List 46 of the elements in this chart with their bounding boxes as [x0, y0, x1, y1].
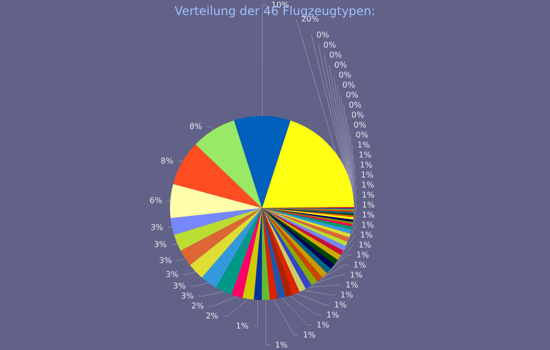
data-label: 8%	[160, 156, 174, 166]
data-label: 0%	[356, 130, 369, 140]
data-label: 0%	[329, 50, 342, 60]
data-label: 1%	[274, 340, 288, 350]
data-label: 0%	[338, 70, 352, 80]
data-label: 0%	[323, 40, 336, 50]
data-label: 1%	[360, 160, 373, 170]
data-label: 3%	[173, 282, 186, 291]
data-label: 1%	[360, 230, 374, 240]
data-label: 6%	[150, 196, 163, 206]
data-label: 1%	[326, 310, 340, 320]
data-label: 0%	[351, 110, 364, 120]
data-label: 1%	[362, 190, 375, 200]
data-label: 20%	[301, 14, 320, 24]
data-label: 3%	[154, 240, 168, 250]
data-label: 3%	[159, 256, 172, 265]
data-label: 0%	[346, 90, 359, 100]
data-label: 3%	[150, 222, 164, 232]
data-label: 2%	[206, 312, 219, 321]
data-label: 1%	[357, 140, 370, 150]
data-label: 1%	[302, 330, 316, 340]
data-label: 0%	[348, 100, 362, 110]
data-label: 3%	[180, 292, 194, 301]
data-label: 1%	[350, 270, 363, 280]
data-label: 1%	[356, 250, 370, 260]
data-label: 1%	[361, 220, 374, 230]
data-label: 1%	[316, 320, 330, 330]
data-label: 8%	[189, 122, 203, 132]
data-label: 0%	[354, 120, 367, 130]
data-label: 1%	[358, 240, 372, 250]
data-label: 1%	[362, 200, 376, 210]
data-label: 0%	[334, 60, 348, 70]
data-label: 1%	[361, 180, 374, 190]
data-label: 1%	[358, 150, 372, 160]
data-label: 3%	[166, 270, 179, 279]
data-label: 1%	[362, 210, 375, 220]
data-label: 2%	[191, 302, 204, 311]
data-label: 0%	[316, 30, 330, 40]
data-label: 1%	[346, 280, 359, 290]
data-label: 0%	[342, 80, 356, 90]
data-label: 1%	[360, 170, 374, 180]
data-label: 1%	[353, 260, 366, 270]
data-label: 1%	[334, 300, 348, 310]
data-label: 1%	[236, 322, 249, 331]
data-label: 10%	[271, 0, 290, 10]
data-label: 1%	[340, 290, 354, 300]
